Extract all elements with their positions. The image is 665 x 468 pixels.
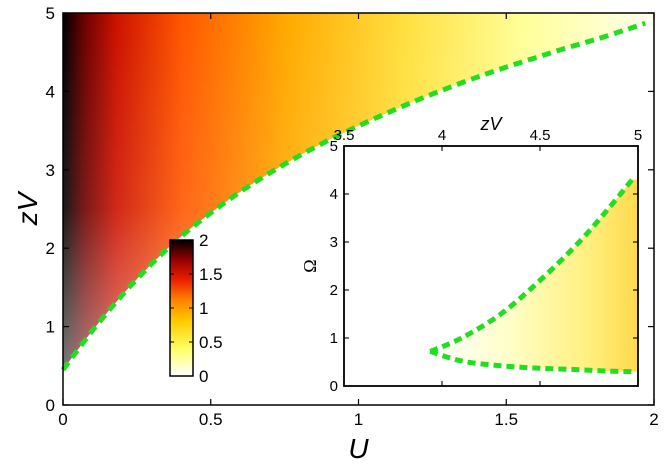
colorbar-tick-label: 1.5 xyxy=(199,265,223,284)
inset-x-axis-title: zV xyxy=(479,114,503,134)
inset-y-tick-label: 2 xyxy=(330,282,338,299)
inset-heatmap-region xyxy=(430,179,638,372)
inset-x-tick-label: 3.5 xyxy=(334,127,355,144)
inset-axes-frame xyxy=(343,145,639,387)
main-ticks xyxy=(62,12,655,406)
inset-plot: 3.5 4 4.5 5 0 1 2 3 4 5 zV Ω xyxy=(300,114,642,395)
inset-x-tick-label: 5 xyxy=(634,127,642,144)
inset-y-axis-title: Ω xyxy=(300,259,320,272)
inset-x-tick-label: 4.5 xyxy=(530,127,551,144)
inset-y-tick-label: 5 xyxy=(330,138,338,155)
colorbar: 0 0.5 1 1.5 2 xyxy=(169,231,223,386)
inset-y-tick-label: 4 xyxy=(330,186,338,203)
inset-y-tick-labels: 0 1 2 3 4 5 xyxy=(330,138,338,395)
main-boundary-curve xyxy=(61,20,646,372)
main-y-tick-labels: 0 1 2 3 4 5 xyxy=(46,4,55,415)
main-x-tick-label: 1.5 xyxy=(494,410,518,429)
main-y-axis-title: zV xyxy=(12,190,43,226)
main-y-tick-label: 1 xyxy=(46,318,55,337)
main-y-tick-label: 0 xyxy=(46,396,55,415)
colorbar-tick-label: 0 xyxy=(199,367,208,386)
main-x-tick-label: 2 xyxy=(649,410,658,429)
inset-y-tick-label: 0 xyxy=(330,378,338,395)
colorbar-tick-label: 2 xyxy=(199,231,208,250)
main-x-tick-label: 1 xyxy=(354,410,363,429)
inset-ticks xyxy=(343,145,639,387)
main-y-tick-label: 5 xyxy=(46,4,55,23)
inset-upper-boundary xyxy=(429,178,635,354)
inset-lower-boundary xyxy=(429,349,633,375)
main-y-tick-label: 4 xyxy=(46,82,55,101)
colorbar-ticks xyxy=(170,239,193,377)
main-x-tick-label: 0.5 xyxy=(199,410,223,429)
inset-x-tick-label: 4 xyxy=(438,127,446,144)
colorbar-tick-labels: 0 0.5 1 1.5 2 xyxy=(199,231,223,386)
main-x-tick-labels: 0 0.5 1 1.5 2 xyxy=(58,410,658,429)
inset-x-tick-labels: 3.5 4 4.5 5 xyxy=(334,127,643,144)
inset-y-tick-label: 3 xyxy=(330,234,338,251)
main-y-tick-label: 2 xyxy=(46,239,55,258)
main-x-tick-label: 0 xyxy=(58,410,67,429)
main-x-axis-title: U xyxy=(348,433,369,464)
colorbar-tick-label: 1 xyxy=(199,299,208,318)
colorbar-tick-label: 0.5 xyxy=(199,333,223,352)
main-y-tick-label: 3 xyxy=(46,161,55,180)
inset-y-tick-label: 1 xyxy=(330,330,338,347)
